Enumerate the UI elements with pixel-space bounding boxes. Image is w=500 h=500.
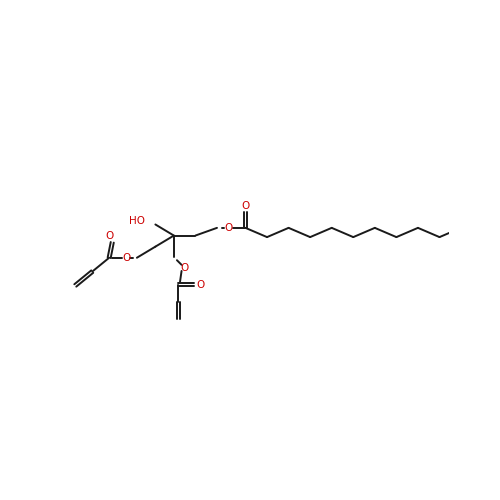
Text: O: O <box>106 231 114 241</box>
Text: O: O <box>180 263 189 273</box>
Text: O: O <box>242 202 250 211</box>
Text: HO: HO <box>128 216 144 226</box>
Text: O: O <box>224 223 232 233</box>
Text: O: O <box>122 252 130 262</box>
Text: O: O <box>196 280 204 290</box>
